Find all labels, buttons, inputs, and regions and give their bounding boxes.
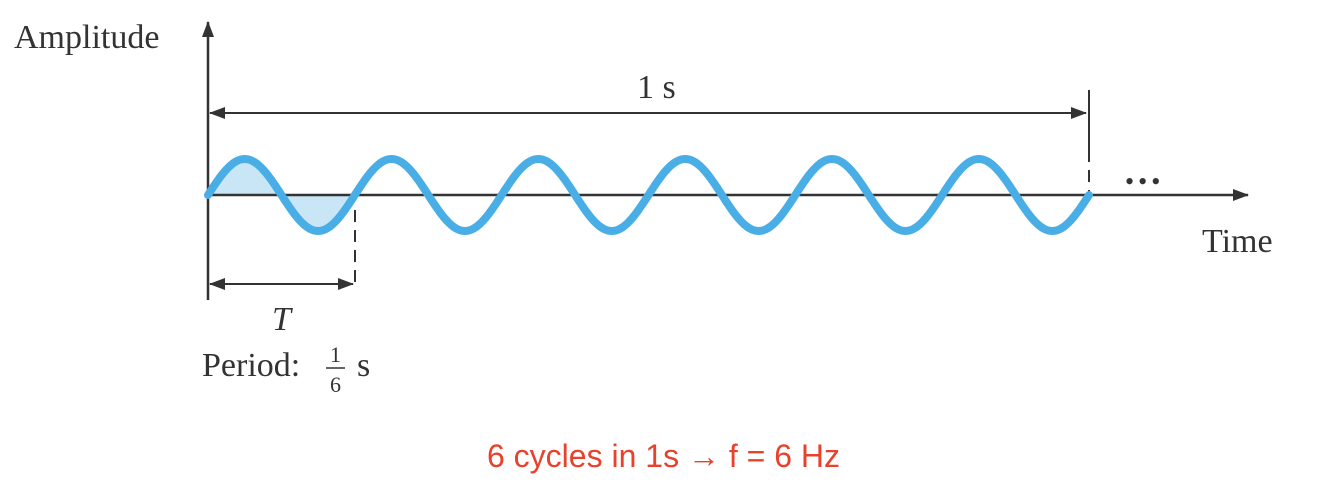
period-fraction-denominator: 6 xyxy=(330,372,341,397)
amplitude-label: Amplitude xyxy=(14,19,159,56)
sine-wave xyxy=(204,155,1093,235)
period-unit: s xyxy=(357,347,370,384)
period-prefix: Period: xyxy=(202,347,300,384)
caption-prefix: 6 cycles in 1s xyxy=(486,438,688,474)
period-symbol: T xyxy=(272,301,293,338)
ellipsis: ••• xyxy=(1125,167,1164,196)
caption-suffix: f = 6 Hz xyxy=(719,438,840,474)
period-fraction-numerator: 1 xyxy=(330,342,341,367)
duration-label: 1 s xyxy=(637,69,676,106)
right-arrow-icon: → xyxy=(687,438,720,474)
time-label: Time xyxy=(1202,223,1273,260)
frequency-caption: 6 cycles in 1s → f = 6 Hz xyxy=(0,438,1327,475)
